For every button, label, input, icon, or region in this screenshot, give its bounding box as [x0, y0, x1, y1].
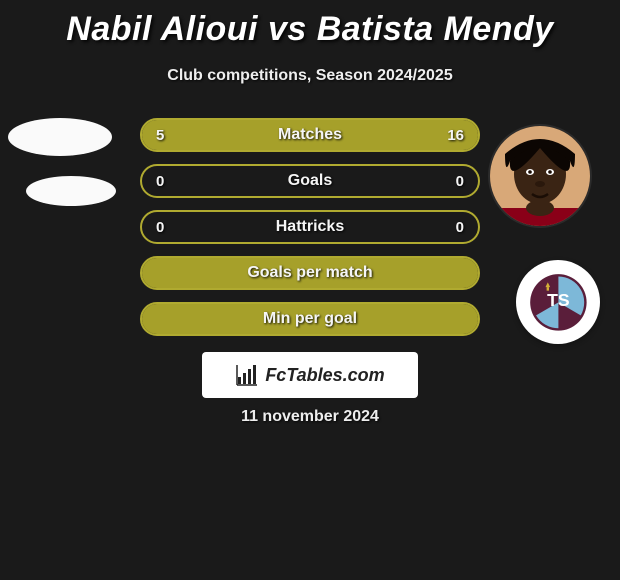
- page-title: Nabil Alioui vs Batista Mendy: [0, 0, 620, 49]
- stat-row: 00Hattricks: [140, 210, 480, 244]
- stat-label: Min per goal: [142, 304, 478, 334]
- player-left-avatar-placeholder: [8, 118, 112, 156]
- stat-label: Goals: [142, 166, 478, 196]
- stat-row: 00Goals: [140, 164, 480, 198]
- stat-row: Goals per match: [140, 256, 480, 290]
- team-left-badge-placeholder: [26, 176, 116, 206]
- stat-label: Matches: [142, 120, 478, 150]
- svg-text:TS: TS: [547, 290, 570, 310]
- stats-container: 516Matches 00Goals 00Hattricks Goals per ma…: [140, 118, 480, 348]
- stat-label: Hattricks: [142, 212, 478, 242]
- bar-chart-icon: [235, 363, 259, 387]
- team-right-badge: TS: [516, 260, 600, 344]
- stat-row: 516Matches: [140, 118, 480, 152]
- player-right-avatar: [490, 126, 590, 226]
- stat-row: Min per goal: [140, 302, 480, 336]
- stat-label: Goals per match: [142, 258, 478, 288]
- page-subtitle: Club competitions, Season 2024/2025: [0, 67, 620, 85]
- date-label: 11 november 2024: [0, 408, 620, 426]
- branding-text: FcTables.com: [265, 365, 384, 386]
- branding-badge: FcTables.com: [202, 352, 418, 398]
